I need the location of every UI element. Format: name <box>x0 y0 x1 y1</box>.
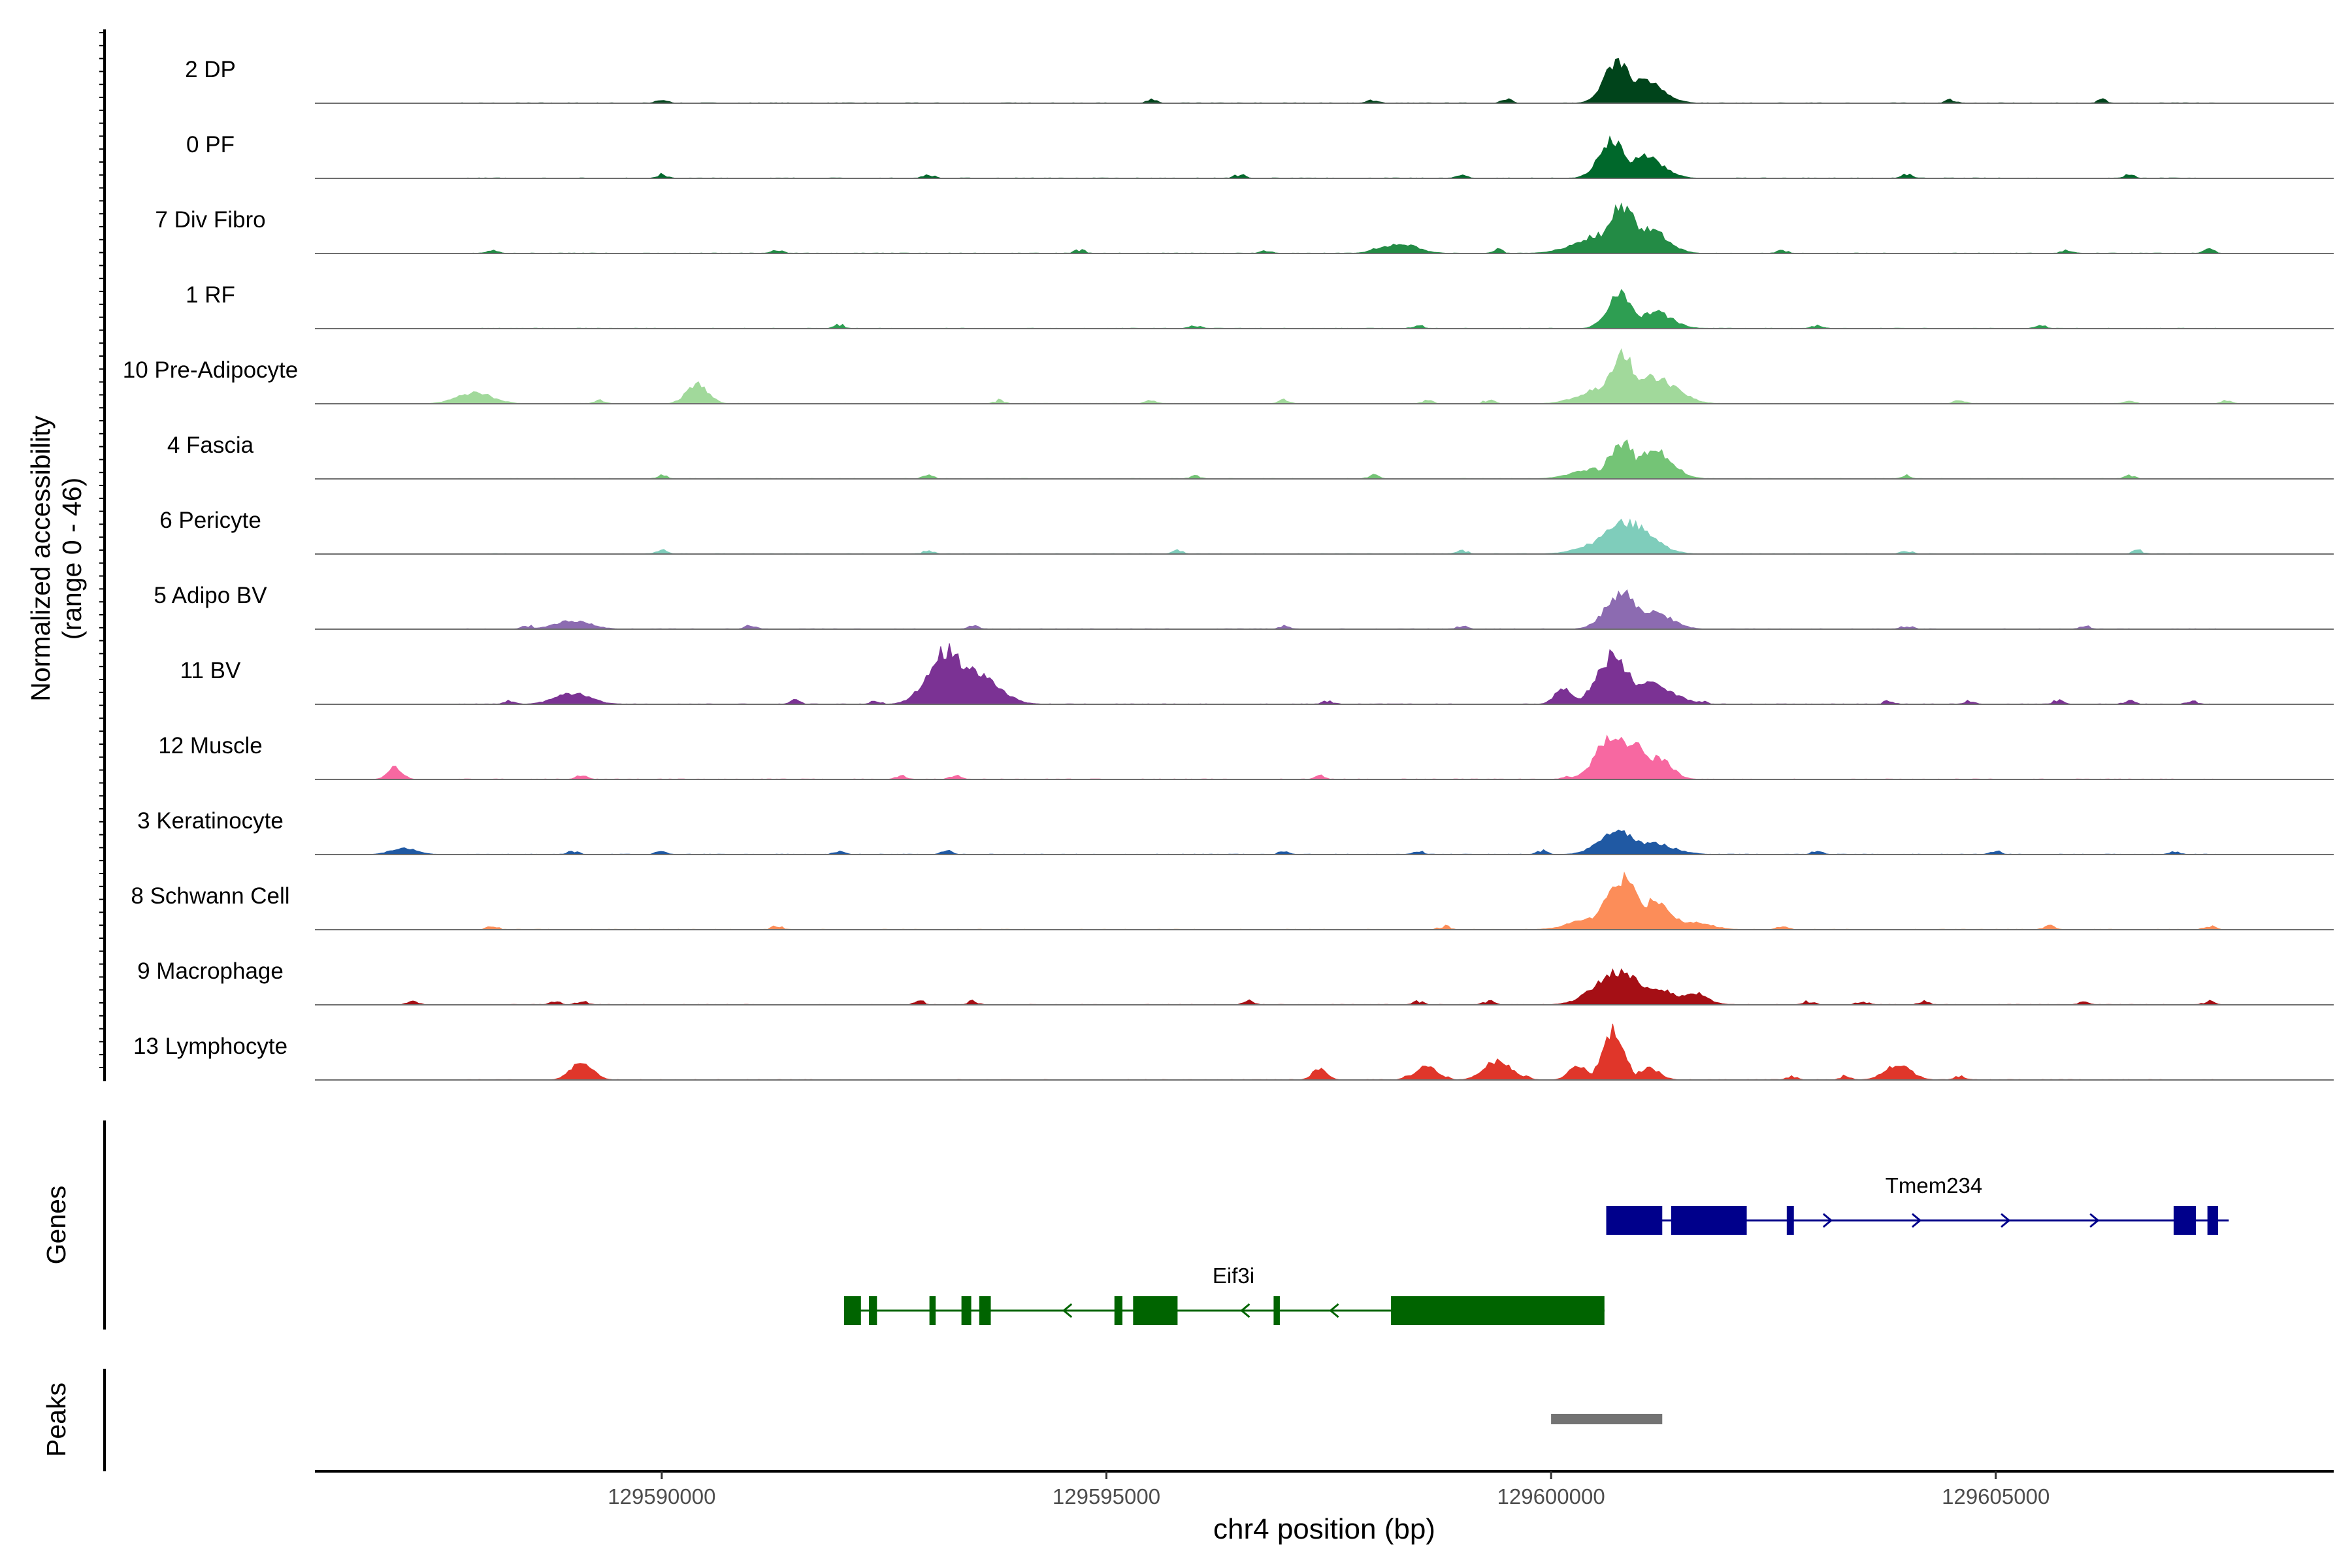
coverage-area-1-rf <box>315 289 2334 329</box>
x-axis-label: chr4 position (bp) <box>1213 1513 1435 1545</box>
gene-exon <box>843 1296 861 1325</box>
track-label-8-schwann-cell: 8 Schwann Cell <box>131 883 289 909</box>
gene-label-tmem234: Tmem234 <box>1886 1173 1983 1198</box>
coverage-area-11-bv <box>315 643 2334 705</box>
track-label-7-div-fibro: 7 Div Fibro <box>155 207 265 233</box>
gene-label-eif3i: Eif3i <box>1213 1264 1254 1288</box>
coverage-area-5-adipo-bv <box>315 589 2334 630</box>
coverage-area-0-pf <box>315 135 2334 179</box>
coverage-area-10-pre-adipocyte <box>315 348 2334 404</box>
coverage-tracks: 2 DP 0 PF 7 Div Fibro 1 RF 10 Pre-Adipocyte 4… <box>123 57 2334 1081</box>
strand-arrow-icon <box>1329 1303 1339 1318</box>
coverage-area-8-schwann-cell <box>315 871 2334 930</box>
peaks-track <box>1551 1414 1663 1424</box>
gene-exon <box>979 1296 991 1325</box>
track-6-pericyte: 6 Pericyte <box>159 508 2334 555</box>
coverage-area-12-muscle <box>315 734 2334 780</box>
gene-exon <box>929 1296 936 1325</box>
gene-exon <box>1133 1296 1178 1325</box>
gene-eif3i: Eif3i <box>843 1264 1605 1325</box>
x-tick-label: 129590000 <box>608 1484 715 1509</box>
x-tick-label: 129605000 <box>1942 1484 2050 1509</box>
track-label-3-keratinocyte: 3 Keratinocyte <box>137 808 284 834</box>
coverage-area-3-keratinocyte <box>315 829 2334 855</box>
gene-exon <box>2207 1206 2219 1235</box>
track-2-dp: 2 DP <box>185 57 2334 104</box>
gene-annotation-track: Tmem234 Eif3i <box>843 1173 2229 1325</box>
track-5-adipo-bv: 5 Adipo BV <box>154 583 2334 630</box>
strand-arrow-icon <box>2089 1213 2100 1228</box>
track-label-2-dp: 2 DP <box>185 57 236 82</box>
track-label-6-pericyte: 6 Pericyte <box>159 508 261 533</box>
gene-exon <box>1391 1296 1605 1325</box>
track-11-bv: 11 BV <box>180 643 2334 705</box>
gene-exon <box>1671 1206 1747 1235</box>
strand-arrow-icon <box>1062 1303 1073 1318</box>
genes-track-label: Genes <box>41 1186 71 1265</box>
gene-exon <box>1786 1206 1794 1235</box>
track-label-9-macrophage: 9 Macrophage <box>137 958 284 984</box>
track-label-1-rf: 1 RF <box>186 282 235 308</box>
y-axis-label-line1: Normalized accessibility <box>25 416 56 702</box>
gene-tmem234: Tmem234 <box>1606 1173 2229 1235</box>
track-label-4-fascia: 4 Fascia <box>167 433 254 458</box>
gene-exon <box>1114 1296 1122 1325</box>
strand-arrow-icon <box>1822 1213 1833 1228</box>
track-label-11-bv: 11 BV <box>180 658 241 683</box>
coverage-area-4-fascia <box>315 439 2334 480</box>
strand-arrow-icon <box>1240 1303 1250 1318</box>
coverage-area-13-lymphocyte <box>315 1023 2334 1081</box>
track-label-12-muscle: 12 Muscle <box>158 733 263 759</box>
coverage-area-6-pericyte <box>315 518 2334 555</box>
track-10-pre-adipocyte: 10 Pre-Adipocyte <box>123 348 2334 404</box>
strand-arrow-icon <box>1911 1213 1922 1228</box>
strand-arrow-icon <box>2001 1213 2011 1228</box>
track-12-muscle: 12 Muscle <box>158 733 2334 780</box>
y-axis-label-line2: (range 0 - 46) <box>57 478 87 640</box>
track-3-keratinocyte: 3 Keratinocyte <box>137 808 2334 855</box>
track-1-rf: 1 RF <box>186 282 2334 329</box>
track-label-10-pre-adipocyte: 10 Pre-Adipocyte <box>123 357 298 383</box>
track-4-fascia: 4 Fascia <box>167 433 2334 480</box>
peak-region <box>1551 1414 1663 1424</box>
coverage-area-9-macrophage <box>315 968 2334 1005</box>
track-label-0-pf: 0 PF <box>186 132 235 157</box>
coverage-area-7-div-fibro <box>315 202 2334 254</box>
x-tick-label: 129600000 <box>1497 1484 1605 1509</box>
gene-exon <box>869 1296 877 1325</box>
track-7-div-fibro: 7 Div Fibro <box>155 202 2334 254</box>
track-label-13-lymphocyte: 13 Lymphocyte <box>133 1034 287 1059</box>
gene-exon <box>961 1296 972 1325</box>
track-13-lymphocyte: 13 Lymphocyte <box>133 1023 2334 1081</box>
track-label-5-adipo-bv: 5 Adipo BV <box>154 583 267 608</box>
gene-exon <box>1273 1296 1280 1325</box>
x-tick-label: 129595000 <box>1053 1484 1160 1509</box>
coverage-area-2-dp <box>315 57 2334 104</box>
gene-exon <box>2173 1206 2197 1235</box>
track-9-macrophage: 9 Macrophage <box>137 958 2334 1005</box>
track-8-schwann-cell: 8 Schwann Cell <box>131 871 2334 930</box>
x-axis-ticks: 129590000 129595000 129600000 129605000 <box>608 1471 2050 1509</box>
track-0-pf: 0 PF <box>186 132 2334 179</box>
peaks-track-label: Peaks <box>41 1382 71 1457</box>
gene-exon <box>1606 1206 1663 1235</box>
